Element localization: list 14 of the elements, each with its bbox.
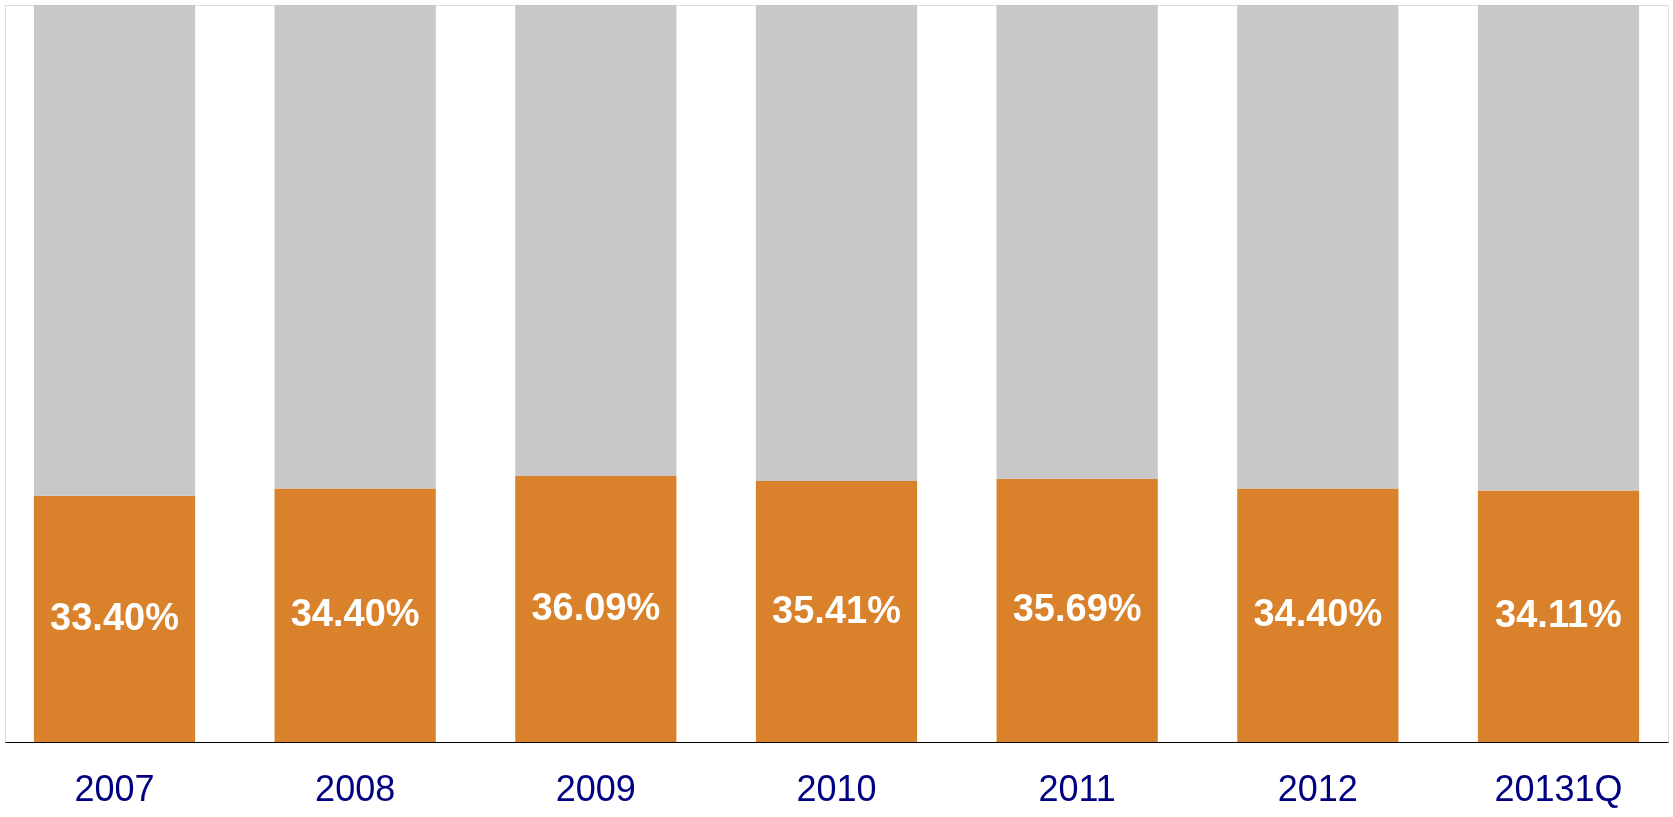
x-tick-label: 2010 — [796, 767, 877, 809]
data-label: 35.69% — [1012, 587, 1142, 630]
x-tick-label: 2012 — [1277, 767, 1358, 809]
data-label: 36.09% — [531, 586, 661, 629]
data-label: 34.40% — [1253, 592, 1383, 635]
data-label: 34.40% — [290, 592, 420, 635]
x-tick-label: 20131Q — [1494, 767, 1623, 809]
data-label: 35.41% — [772, 588, 901, 631]
x-tick-label: 2011 — [1038, 767, 1116, 809]
data-label: 33.40% — [50, 595, 179, 638]
x-tick-label: 2008 — [315, 767, 396, 809]
x-tick-label: 2007 — [74, 767, 155, 809]
x-tick-label: 2009 — [555, 767, 636, 809]
data-label: 34.11% — [1495, 593, 1622, 636]
